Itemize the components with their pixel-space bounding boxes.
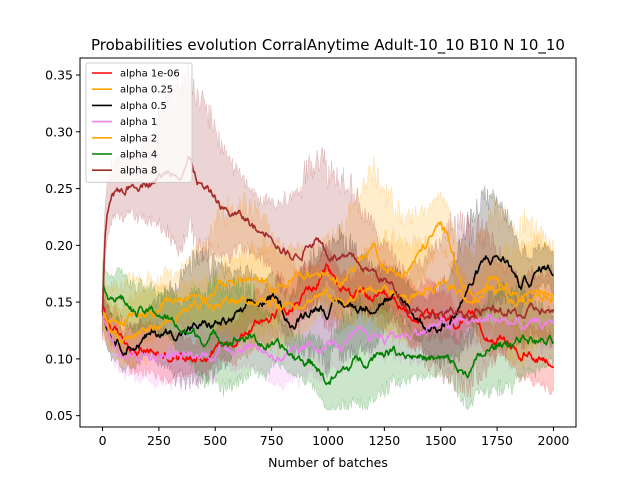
y-tick-label: 0.25 [45,181,73,196]
legend-label: alpha 2 [120,133,157,144]
x-tick-label: 750 [260,433,284,448]
x-tick-label: 1250 [368,433,400,448]
series-lines [101,155,555,386]
series-band [102,61,554,398]
chart-title: Probabilities evolution CorralAnytime Ad… [91,36,565,55]
series-line [101,263,555,369]
y-tick-label: 0.10 [45,351,73,366]
legend-label: alpha 1e-06 [120,69,180,80]
x-axis: 0 250 500 750 1000 1250 1500 1750 2000 [99,427,570,448]
series-line [101,313,555,363]
x-tick-label: 1750 [481,433,513,448]
series-band [102,276,554,393]
series-line [101,278,554,344]
series-line [102,284,555,386]
x-tick-label: 2000 [538,433,570,448]
y-tick-label: 0.20 [45,238,73,253]
x-tick-label: 1500 [425,433,457,448]
y-axis: 0.05 0.10 0.15 0.20 0.25 0.30 0.35 [45,68,80,423]
series-band [102,155,554,371]
x-tick-label: 1000 [312,433,344,448]
legend-label: alpha 8 [120,166,157,177]
x-tick-label: 500 [203,433,227,448]
y-tick-label: 0.35 [45,68,73,83]
x-axis-label: Number of batches [268,455,388,470]
legend-label: alpha 4 [120,150,157,161]
series-line [101,255,554,357]
series-band [102,227,554,372]
y-tick-label: 0.15 [45,295,73,310]
legend-label: alpha 1 [120,117,157,128]
y-tick-label: 0.30 [45,124,73,139]
legend: alpha 1e-06 alpha 0.25 alpha 0.5 alpha 1 alp… [85,62,193,183]
legend-box [85,62,193,183]
x-tick-label: 250 [147,433,171,448]
y-tick-label: 0.05 [45,408,73,423]
plot-area [101,61,555,411]
legend-label: alpha 0.25 [120,85,173,96]
series-line [101,221,555,327]
legend-label: alpha 0.5 [120,101,167,112]
x-tick-label: 0 [99,433,107,448]
